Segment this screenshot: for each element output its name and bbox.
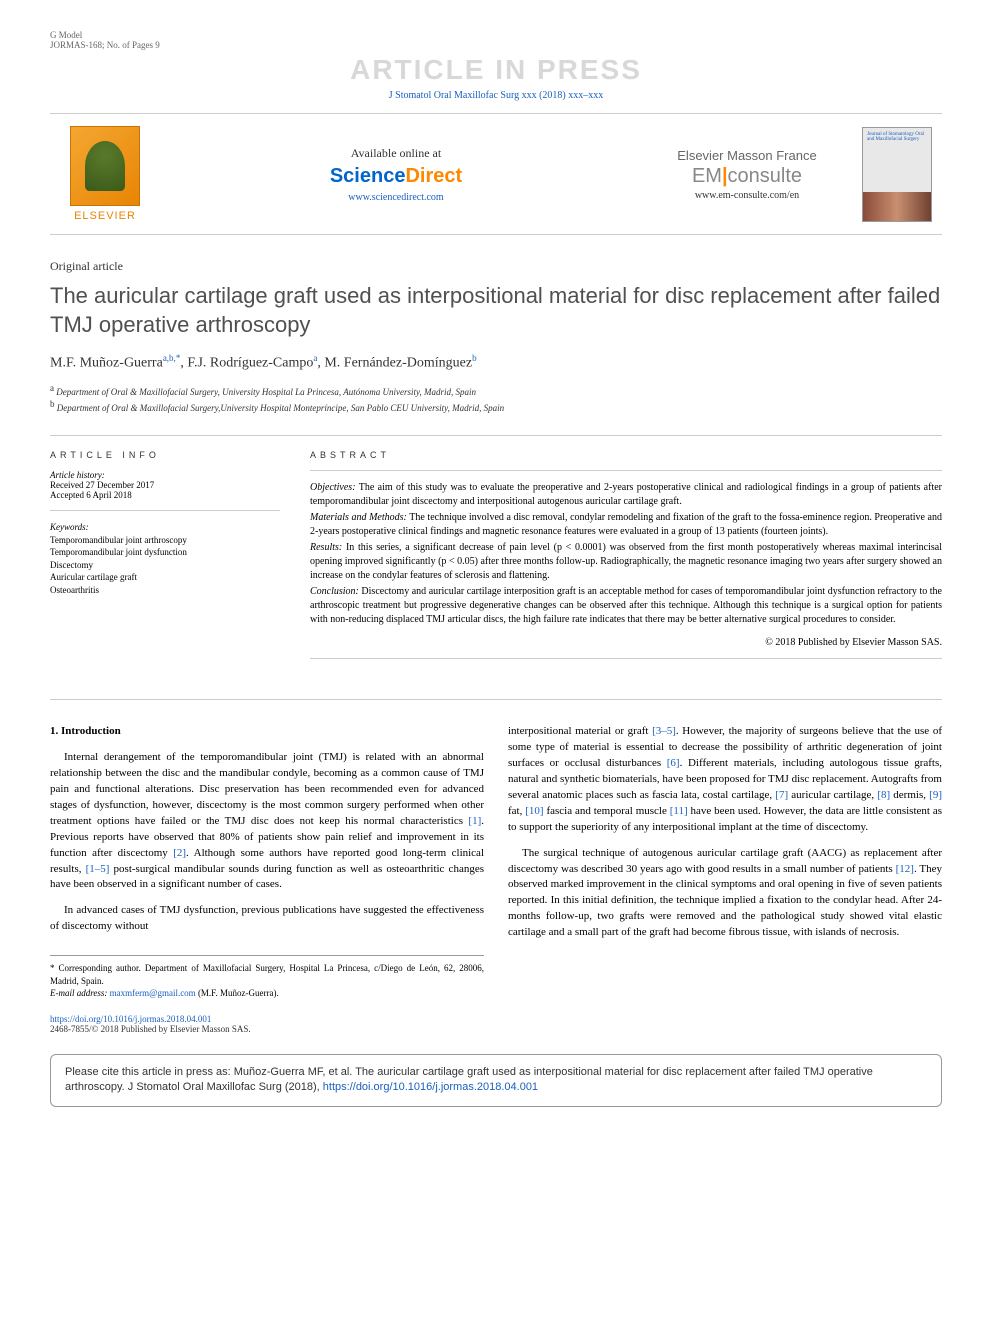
article-page: G Model JORMAS-168; No. of Pages 9 ARTIC… bbox=[0, 0, 992, 1127]
keywords-block: Keywords: Temporomandibular joint arthro… bbox=[50, 521, 280, 597]
journal-masthead: ELSEVIER Available online at ScienceDire… bbox=[50, 113, 942, 235]
reference-link[interactable]: [8] bbox=[877, 789, 890, 801]
accepted-date: Accepted 6 April 2018 bbox=[50, 490, 280, 500]
reference-link[interactable]: [10] bbox=[525, 805, 543, 817]
elsevier-label: ELSEVIER bbox=[50, 210, 160, 222]
email-link[interactable]: maxmferm@gmail.com bbox=[110, 988, 196, 998]
abstract-results: Results: In this series, a significant d… bbox=[310, 541, 942, 583]
citation-box: Please cite this article in press as: Mu… bbox=[50, 1054, 942, 1107]
abstract-heading: ABSTRACT bbox=[310, 450, 942, 460]
body-paragraph: Internal derangement of the temporomandi… bbox=[50, 750, 484, 893]
keyword: Osteoarthritis bbox=[50, 584, 280, 597]
abstract-conclusion: Conclusion: Discectomy and auricular car… bbox=[310, 585, 942, 627]
running-header: G Model JORMAS-168; No. of Pages 9 bbox=[50, 30, 942, 50]
abstract-methods: Materials and Methods: The technique inv… bbox=[310, 511, 942, 539]
issn-copyright: 2468-7855/© 2018 Published by Elsevier M… bbox=[50, 1024, 942, 1034]
article-history-label: Article history: bbox=[50, 470, 280, 480]
keywords-label: Keywords: bbox=[50, 521, 280, 534]
corresponding-author-footnote: * Corresponding author. Department of Ma… bbox=[50, 955, 484, 1000]
doi-link[interactable]: https://doi.org/10.1016/j.jormas.2018.04… bbox=[50, 1014, 942, 1024]
masson-block: Elsevier Masson France EM|consulte www.e… bbox=[632, 148, 862, 201]
sciencedirect-block: Available online at ScienceDirect www.sc… bbox=[160, 146, 632, 203]
journal-cover-thumbnail: Journal of Stomatology Oral and Maxillof… bbox=[862, 127, 942, 222]
body-paragraph: interpositional material or graft [3–5].… bbox=[508, 724, 942, 836]
keyword: Temporomandibular joint dysfunction bbox=[50, 546, 280, 559]
abstract-objectives: Objectives: The aim of this study was to… bbox=[310, 481, 942, 509]
body-paragraph: In advanced cases of TMJ dysfunction, pr… bbox=[50, 903, 484, 935]
article-in-press-watermark: ARTICLE IN PRESS bbox=[50, 54, 942, 86]
reference-link[interactable]: [3–5] bbox=[652, 725, 676, 737]
info-abstract-section: ARTICLE INFO Article history: Received 2… bbox=[50, 435, 942, 659]
right-column: interpositional material or graft [3–5].… bbox=[508, 724, 942, 1000]
reference-link[interactable]: [12] bbox=[896, 863, 914, 875]
affiliations: a Department of Oral & Maxillofacial Sur… bbox=[50, 382, 942, 415]
received-date: Received 27 December 2017 bbox=[50, 480, 280, 490]
emconsulte-logo: EM|consulte bbox=[632, 165, 862, 188]
author-3: M. Fernández-Domínguez bbox=[324, 356, 472, 371]
body-paragraph: The surgical technique of autogenous aur… bbox=[508, 846, 942, 942]
elsevier-logo-block: ELSEVIER bbox=[50, 126, 160, 222]
masson-label: Elsevier Masson France bbox=[632, 148, 862, 163]
abstract-copyright: © 2018 Published by Elsevier Masson SAS. bbox=[310, 637, 942, 648]
reference-link[interactable]: [7] bbox=[775, 789, 788, 801]
article-title: The auricular cartilage graft used as in… bbox=[50, 282, 942, 339]
left-column: 1. Introduction Internal derangement of … bbox=[50, 724, 484, 1000]
article-type-label: Original article bbox=[50, 259, 942, 274]
abstract-column: ABSTRACT Objectives: The aim of this stu… bbox=[310, 450, 942, 659]
article-body: 1. Introduction Internal derangement of … bbox=[50, 699, 942, 1000]
reference-link[interactable]: [9] bbox=[929, 789, 942, 801]
article-info-column: ARTICLE INFO Article history: Received 2… bbox=[50, 450, 280, 659]
keyword: Temporomandibular joint arthroscopy bbox=[50, 534, 280, 547]
author-1: M.F. Muñoz-Guerra bbox=[50, 356, 163, 371]
emconsulte-url[interactable]: www.em-consulte.com/en bbox=[632, 190, 862, 201]
author-2: F.J. Rodríguez-Campo bbox=[187, 356, 313, 371]
journal-citation-line: J Stomatol Oral Maxillofac Surg xxx (201… bbox=[50, 90, 942, 101]
elsevier-tree-icon bbox=[70, 126, 140, 206]
available-online-label: Available online at bbox=[160, 146, 632, 161]
sciencedirect-logo: ScienceDirect bbox=[160, 165, 632, 188]
citation-doi-link[interactable]: https://doi.org/10.1016/j.jormas.2018.04… bbox=[323, 1081, 538, 1093]
keyword: Auricular cartilage graft bbox=[50, 571, 280, 584]
author-list: M.F. Muñoz-Guerraa,b,*, F.J. Rodríguez-C… bbox=[50, 353, 942, 372]
reference-link[interactable]: [11] bbox=[670, 805, 688, 817]
reference-link[interactable]: [1–5] bbox=[86, 863, 110, 875]
keyword: Discectomy bbox=[50, 559, 280, 572]
section-heading-1: 1. Introduction bbox=[50, 724, 484, 740]
reference-link[interactable]: [6] bbox=[667, 757, 680, 769]
reference-link[interactable]: [1] bbox=[468, 815, 481, 827]
reference-link[interactable]: [2] bbox=[173, 847, 186, 859]
g-model-line: G Model JORMAS-168; No. of Pages 9 bbox=[50, 30, 160, 50]
sciencedirect-url[interactable]: www.sciencedirect.com bbox=[160, 192, 632, 203]
article-info-heading: ARTICLE INFO bbox=[50, 450, 280, 460]
